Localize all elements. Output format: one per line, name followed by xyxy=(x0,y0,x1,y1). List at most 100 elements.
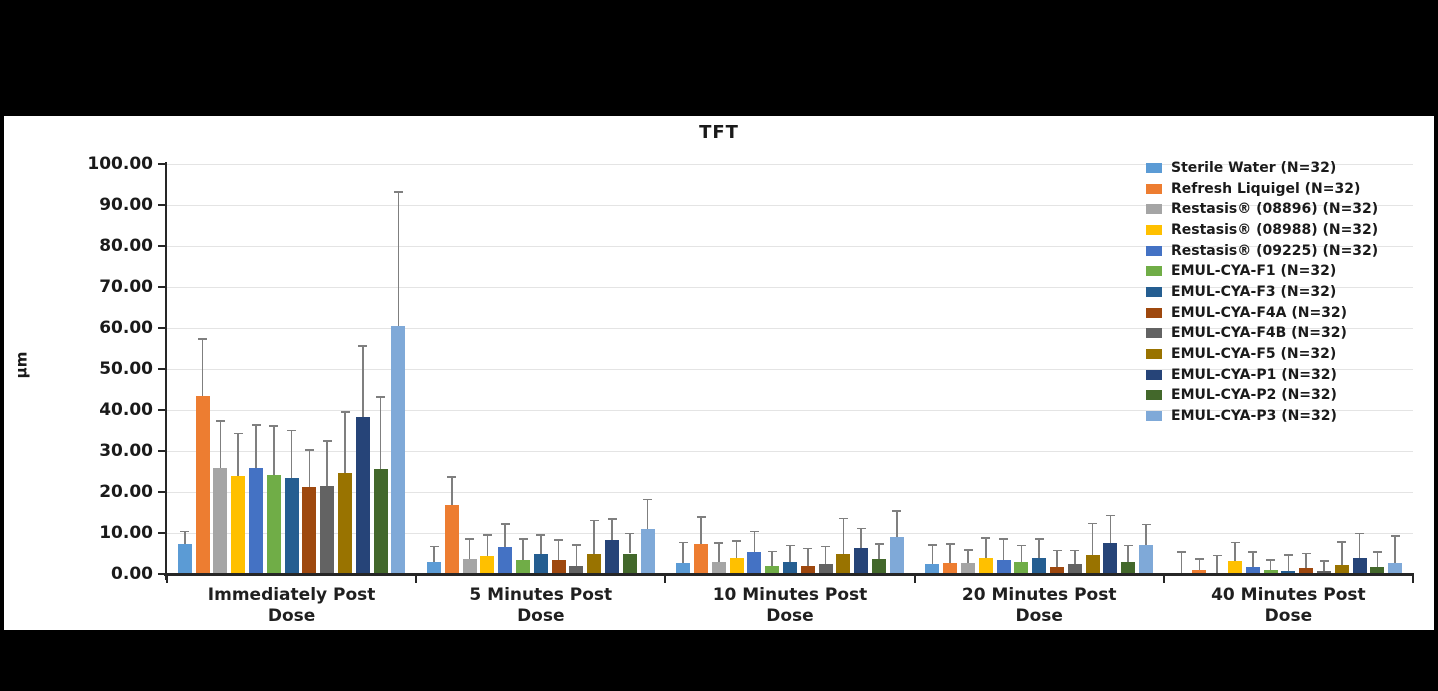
bar xyxy=(551,560,566,574)
error-bar-cap xyxy=(1283,554,1293,556)
gridline xyxy=(167,163,1413,165)
legend-swatch-icon xyxy=(1146,307,1162,318)
error-bar-cap xyxy=(1052,549,1062,552)
error-bar-cap xyxy=(589,519,599,522)
error-bar-cap xyxy=(696,516,706,518)
legend-swatch-icon xyxy=(1146,390,1162,401)
error-bar-line xyxy=(1287,554,1290,572)
legend-swatch-icon xyxy=(1146,348,1162,359)
error-bar-cap xyxy=(1319,560,1329,562)
error-bar-line xyxy=(646,498,649,529)
error-bar-line xyxy=(468,538,471,559)
error-bar-line xyxy=(255,424,257,468)
bar xyxy=(1032,558,1047,574)
error-bar-cap xyxy=(1016,544,1026,547)
error-bar-cap xyxy=(393,191,403,193)
legend-swatch-icon xyxy=(1146,286,1162,297)
error-bar-line xyxy=(219,420,222,469)
y-axis-tick xyxy=(158,286,167,288)
bar xyxy=(1085,555,1100,574)
error-bar-cap xyxy=(1230,541,1240,544)
legend-label: EMUL-CYA-F1 (N=32) xyxy=(1171,263,1337,280)
gridline xyxy=(167,327,1413,329)
bar xyxy=(177,543,192,574)
error-bar-cap xyxy=(856,527,866,530)
error-bar-cap xyxy=(287,429,297,432)
gridline xyxy=(167,245,1413,247)
y-axis-line xyxy=(164,162,167,580)
error-bar-cap xyxy=(1177,551,1187,553)
error-bar-cap xyxy=(1105,514,1115,517)
bar xyxy=(427,561,441,574)
bar xyxy=(1103,543,1118,574)
error-bar-cap xyxy=(981,537,991,539)
error-bar-cap xyxy=(429,545,439,548)
error-bar-cap xyxy=(892,510,902,512)
error-bar-line xyxy=(931,544,934,565)
legend-swatch-icon xyxy=(1146,328,1162,339)
bar xyxy=(1139,544,1153,574)
bar xyxy=(978,558,993,574)
bar xyxy=(355,416,370,574)
chart-title: TFT xyxy=(699,122,739,143)
error-bar-cap xyxy=(1337,541,1347,543)
bar xyxy=(640,528,655,574)
error-bar-line xyxy=(1376,551,1379,567)
error-bar-cap xyxy=(322,440,332,442)
legend-label: EMUL-CYA-F4A (N=32) xyxy=(1171,304,1348,321)
bar xyxy=(1067,564,1082,574)
bar xyxy=(320,486,335,574)
error-bar-line xyxy=(1252,551,1254,568)
gridline xyxy=(167,532,1413,534)
bar xyxy=(836,554,851,574)
error-bar-line xyxy=(593,519,595,555)
bar xyxy=(1228,560,1242,574)
error-bar-line xyxy=(949,543,951,564)
bar xyxy=(480,556,495,574)
bar xyxy=(284,478,299,574)
bar xyxy=(800,565,815,574)
y-tick-label: 30.00 xyxy=(99,440,153,461)
bar xyxy=(302,487,317,574)
bar xyxy=(711,561,726,574)
error-bar-line xyxy=(237,432,239,476)
legend-item: EMUL-CYA-F5 (N=32) xyxy=(1146,344,1336,364)
bar xyxy=(391,326,406,574)
gridline xyxy=(167,368,1413,370)
error-bar-cap xyxy=(749,530,759,533)
error-bar-cap xyxy=(874,543,884,545)
error-bar-cap xyxy=(233,432,243,435)
bar xyxy=(569,565,584,574)
x-category-label: 20 Minutes Post Dose xyxy=(961,585,1117,626)
legend-item: Restasis® (09225) (N=32) xyxy=(1146,241,1378,261)
error-bar-cap xyxy=(1034,538,1044,540)
error-bar-line xyxy=(682,541,684,564)
y-tick-label: 50.00 xyxy=(99,358,153,379)
y-axis-tick xyxy=(158,245,167,247)
bar xyxy=(1014,561,1029,574)
y-axis-tick xyxy=(158,491,167,493)
error-bar-cap xyxy=(1070,549,1080,552)
error-bar-line xyxy=(1127,544,1129,563)
legend-label: EMUL-CYA-P2 (N=32) xyxy=(1171,387,1337,404)
error-bar-cap xyxy=(821,545,831,548)
legend-item: EMUL-CYA-P2 (N=32) xyxy=(1146,385,1337,405)
legend-item: EMUL-CYA-P1 (N=32) xyxy=(1146,365,1337,385)
legend-swatch-icon xyxy=(1146,410,1162,421)
error-bar-line xyxy=(1002,538,1005,561)
x-category-label: Immediately Post Dose xyxy=(207,585,376,626)
gridline xyxy=(167,286,1413,288)
legend-label: Refresh Liquigel (N=32) xyxy=(1171,180,1361,197)
y-tick-label: 40.00 xyxy=(99,399,153,420)
error-bar-cap xyxy=(465,538,475,540)
gridline xyxy=(167,409,1413,411)
error-bar-cap xyxy=(714,542,724,544)
legend-label: Restasis® (09225) (N=32) xyxy=(1171,242,1379,259)
y-tick-label: 100.00 xyxy=(87,153,153,174)
bar xyxy=(818,564,833,574)
bar xyxy=(872,559,886,574)
legend-label: EMUL-CYA-F4B (N=32) xyxy=(1171,325,1347,342)
bar xyxy=(1050,566,1064,574)
error-bar-cap xyxy=(732,540,742,542)
legend-swatch-icon xyxy=(1146,163,1162,173)
